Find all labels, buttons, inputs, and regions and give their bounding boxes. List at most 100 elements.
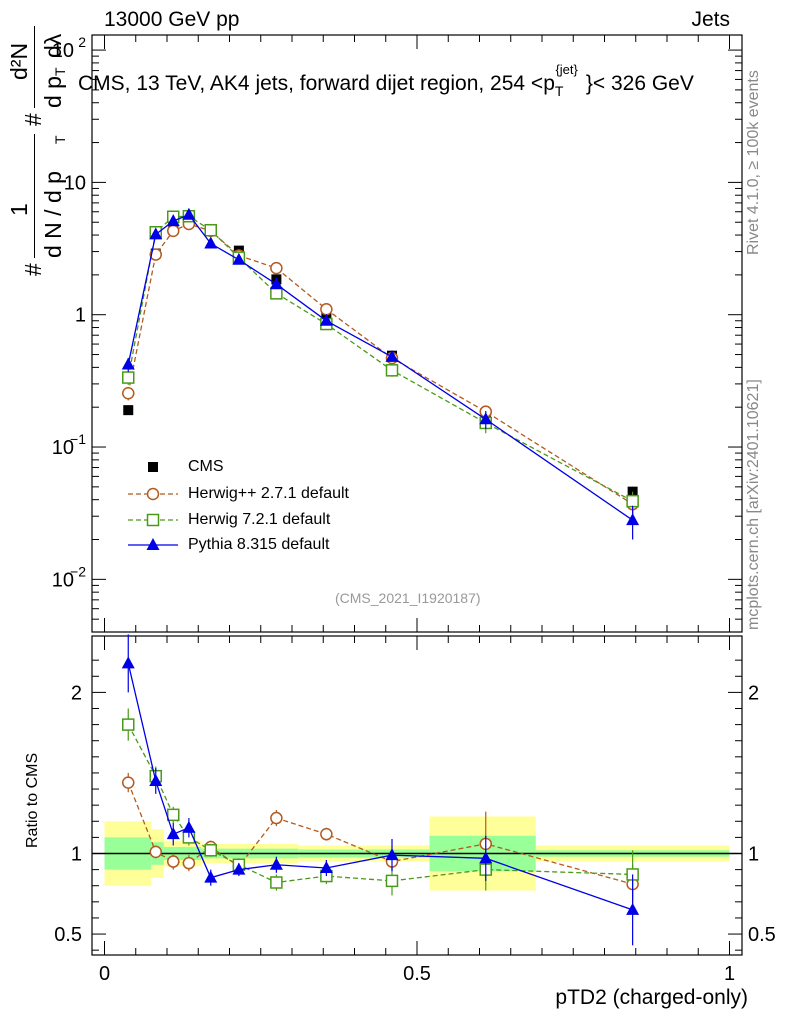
main-point-pythia [204, 236, 218, 249]
ratio-y-axis: 0.5 0.5 1 1 2 2 [54, 659, 776, 951]
main-point-pythia [232, 252, 246, 265]
x-tick-label-0: 0 [99, 963, 110, 985]
ratio-tick-label-left-0.5: 0.5 [54, 924, 82, 946]
legend-marker-herwigpp [146, 487, 160, 501]
ratio-point-herwig7 [385, 874, 399, 888]
y-tick-label-0.1: 10 [52, 437, 74, 459]
ratio-point-herwigpp [320, 827, 333, 841]
header-left: 13000 GeV pp [104, 8, 240, 31]
main-point-herwigpp [167, 224, 180, 238]
rivet-label: Rivet 4.1.0, ≥ 100k events [745, 70, 762, 255]
main-point-pythia [149, 227, 163, 240]
y-title-den2a: d p [40, 76, 66, 108]
ratio-tick-label-left-2: 2 [71, 682, 82, 704]
ratio-series-pythia [121, 634, 640, 946]
x-axis-label: pTD2 (charged-only) [555, 986, 748, 1009]
main-point-pythia [182, 207, 196, 220]
y-title-den2-sub: T [52, 67, 68, 76]
ratio-tick-label-right-1: 1 [748, 844, 759, 866]
mcplots-label: mcplots.cern.ch [arXiv:2401.10621] [745, 379, 762, 630]
ratio-frame [91, 635, 743, 956]
y-title-den-sub: T [52, 135, 68, 144]
main-point-herwig7 [122, 371, 135, 384]
chart-title-sup: {jet} [555, 62, 578, 77]
ratio-point-pythia [232, 862, 246, 875]
y-tick-exp-0.1: −1 [70, 431, 86, 447]
ratio-point-herwig7 [204, 844, 217, 857]
y-title-frac-hash: # [20, 113, 46, 126]
chart-title-main: CMS, 13 TeV, AK4 jets, forward dijet reg… [78, 72, 555, 95]
ratio-tick-label-right-0.5: 0.5 [748, 924, 776, 946]
ratio-point-herwig7 [122, 718, 135, 731]
legend-label-herwigpp: Herwig++ 2.7.1 default [188, 485, 349, 502]
legend-label-herwig7: Herwig 7.2.1 default [188, 511, 331, 528]
ratio-point-pythia [319, 861, 333, 873]
ratio-point-pythia [182, 820, 196, 833]
legend-symbols [128, 462, 178, 550]
y-title-hash: # [20, 263, 46, 276]
main-point-herwigpp [149, 248, 162, 261]
main-point-pythia [479, 412, 493, 425]
y-axis-title: # 1 d N / d p T # d²N d p T dλ [6, 26, 78, 276]
y-title-den2b: dλ [40, 33, 66, 58]
y-title-num: d²N [6, 42, 32, 80]
ratio-point-pythia [385, 848, 399, 861]
main-point-herwig7 [385, 364, 399, 377]
ratio-point-pythia [269, 857, 283, 870]
legend-marker-pythia [146, 538, 160, 550]
ratio-point-herwigpp [149, 845, 162, 859]
main-point-pythia [319, 313, 333, 326]
ratio-point-pythia [479, 851, 493, 864]
y-tick-label-1: 1 [75, 305, 86, 327]
watermark: (CMS_2021_I1920187) [335, 590, 481, 606]
ratio-tick-label-left-1: 1 [71, 844, 82, 866]
y-tick-label-100: 10 [52, 40, 74, 62]
main-point-herwig7 [204, 223, 217, 237]
x-tick-label-0.5: 0.5 [403, 963, 431, 985]
main-point-pythia [385, 349, 399, 362]
header-right: Jets [691, 8, 730, 31]
ratio-point-herwig7 [167, 808, 180, 822]
y-tick-label-0.01: 10 [52, 569, 74, 591]
main-point-pythia [626, 513, 640, 526]
y-tick-label-10: 10 [64, 172, 86, 194]
main-series-data [123, 214, 638, 497]
ratio-point-pythia [121, 656, 135, 669]
main-point-herwigpp [122, 386, 135, 400]
chart-title-sub: T [554, 83, 564, 99]
ratio-point-herwig7 [270, 876, 283, 889]
ratio-point-pythia [626, 902, 640, 915]
legend-marker-herwig7 [146, 513, 160, 527]
main-point-pythia [166, 214, 180, 227]
main-point-data [123, 405, 134, 416]
y-title-one: 1 [6, 203, 32, 216]
main-point-herwig7 [270, 287, 283, 300]
x-tick-label-1: 1 [724, 963, 735, 985]
chart-title-end: }< 326 GeV [585, 72, 694, 95]
ratio-point-herwigpp [122, 776, 135, 789]
ratio-point-herwigpp [270, 811, 283, 825]
ratio-point-pythia [149, 774, 163, 786]
x-axis: 0 0.5 1 [99, 35, 735, 985]
ratio-tick-label-right-2: 2 [748, 682, 759, 704]
legend-label-pythia: Pythia 8.315 default [188, 536, 330, 553]
main-point-pythia [269, 277, 283, 290]
main-series-pythia [121, 207, 640, 540]
ratio-y-label: Ratio to CMS [24, 752, 41, 848]
ratio-point-herwigpp [167, 855, 180, 868]
main-point-herwigpp [270, 261, 283, 275]
ratio-point-herwigpp [182, 856, 196, 870]
legend-label-cms: CMS [188, 458, 224, 475]
main-point-pythia [121, 357, 135, 370]
chart-title: CMS, 13 TeV, AK4 jets, forward dijet reg… [78, 62, 694, 99]
y-tick-exp-100: 2 [78, 34, 86, 50]
main-point-herwig7 [626, 494, 639, 508]
y-tick-exp-0.01: −2 [70, 563, 86, 579]
ratio-point-pythia [166, 827, 180, 840]
y-title-den: d N / d p [40, 171, 66, 258]
main-point-herwigpp [320, 302, 333, 316]
ratio-point-pythia [204, 870, 218, 883]
ratio-line-pythia [127, 663, 633, 911]
